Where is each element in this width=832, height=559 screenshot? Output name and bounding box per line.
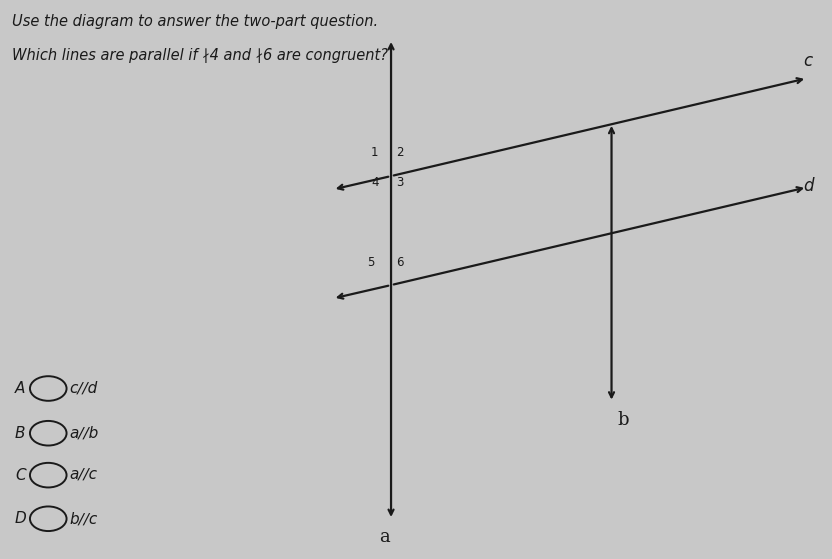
Text: 6: 6	[396, 257, 404, 269]
Text: Use the diagram to answer the two-part question.: Use the diagram to answer the two-part q…	[12, 14, 379, 29]
Text: d: d	[803, 177, 814, 195]
Text: Which lines are parallel if ∤4 and ∤6 are congruent?: Which lines are parallel if ∤4 and ∤6 ar…	[12, 48, 389, 63]
Text: a∕∕b: a∕∕b	[69, 426, 98, 440]
Text: A: A	[15, 381, 25, 396]
Text: b: b	[617, 411, 629, 429]
Text: c: c	[803, 52, 812, 70]
Text: 4: 4	[371, 176, 379, 189]
Text: 2: 2	[396, 146, 404, 159]
Text: 3: 3	[396, 176, 404, 189]
Text: 1: 1	[371, 146, 379, 159]
Text: B: B	[15, 426, 26, 440]
Text: a∕∕c: a∕∕c	[69, 468, 97, 482]
Text: C: C	[15, 468, 26, 482]
Text: 5: 5	[367, 257, 374, 269]
Text: a: a	[379, 528, 389, 546]
Text: c∕∕d: c∕∕d	[69, 381, 97, 396]
Text: b∕∕c: b∕∕c	[69, 511, 97, 526]
Text: D: D	[15, 511, 27, 526]
